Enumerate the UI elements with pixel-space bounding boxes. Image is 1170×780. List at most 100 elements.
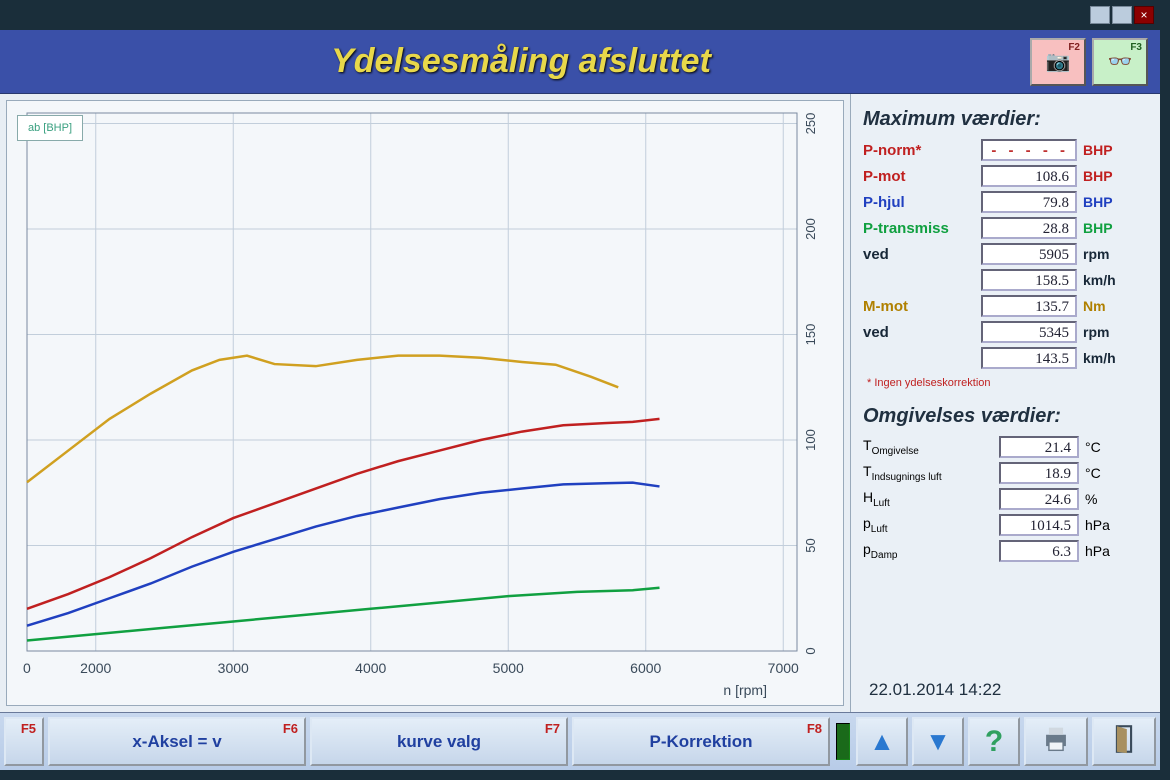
- value-readout: 79.8: [981, 191, 1077, 213]
- svg-text:100: 100: [803, 429, 818, 451]
- svg-text:150: 150: [803, 324, 818, 346]
- series-M-mot: [27, 356, 618, 483]
- status-indicator: [836, 723, 850, 760]
- max-values-block: P-norm* - - - - - BHP P-mot 108.6 BHP P-hjul 79…: [863, 139, 1150, 373]
- value-label: ved: [863, 324, 975, 341]
- value-readout: 5345: [981, 321, 1077, 343]
- window-maximize-button[interactable]: [1112, 6, 1132, 24]
- max-values-heading: Maximum værdier:: [863, 108, 1150, 131]
- f2-button[interactable]: F2 📷: [1030, 38, 1086, 86]
- env-label: TOmgivelse: [863, 437, 993, 457]
- value-readout: 5905: [981, 243, 1077, 265]
- top-buttons: F2 📷 F3 👓: [1030, 38, 1148, 86]
- value-unit: Nm: [1083, 298, 1127, 314]
- max-value-row: P-transmiss 28.8 BHP: [863, 217, 1150, 239]
- svg-text:200: 200: [803, 218, 818, 240]
- env-unit: °C: [1085, 439, 1129, 455]
- f7-curve-select-button[interactable]: F7 kurve valg: [310, 717, 568, 766]
- value-unit: km/h: [1083, 272, 1127, 288]
- max-value-row: ved 5905 rpm: [863, 243, 1150, 265]
- value-unit: BHP: [1083, 168, 1127, 184]
- value-unit: BHP: [1083, 220, 1127, 236]
- value-readout: - - - - -: [981, 139, 1077, 161]
- env-value-row: pLuft 1014.5 hPa: [863, 514, 1150, 536]
- app-window: × Ydelsesmåling afsluttet F2 📷 F3 👓 ab […: [0, 30, 1160, 770]
- camera-icon: 📷: [1046, 49, 1071, 74]
- env-readout: 6.3: [999, 540, 1079, 562]
- value-readout: 135.7: [981, 295, 1077, 317]
- svg-text:50: 50: [803, 538, 818, 552]
- env-value-row: pDamp6.3hPa: [863, 540, 1150, 562]
- value-unit: BHP: [1083, 142, 1127, 158]
- value-readout: 108.6: [981, 165, 1077, 187]
- value-unit: km/h: [1083, 350, 1127, 366]
- value-unit: BHP: [1083, 194, 1127, 210]
- svg-text:2000: 2000: [80, 660, 111, 676]
- series-P-mot: [27, 419, 660, 609]
- env-unit: °C: [1085, 465, 1129, 481]
- value-unit: rpm: [1083, 324, 1127, 340]
- max-value-row: P-hjul 79.8 BHP: [863, 191, 1150, 213]
- value-label: P-hjul: [863, 194, 975, 211]
- scroll-up-button[interactable]: [856, 717, 908, 766]
- window-close-button[interactable]: ×: [1134, 6, 1154, 24]
- max-value-row: P-norm* - - - - - BHP: [863, 139, 1150, 161]
- page-title: Ydelsesmåling afsluttet: [12, 42, 1030, 81]
- exit-button[interactable]: [1092, 717, 1156, 766]
- window-minimize-button[interactable]: [1090, 6, 1110, 24]
- env-readout: 1014.5: [999, 514, 1079, 536]
- titlebar: × Ydelsesmåling afsluttet F2 📷 F3 👓: [0, 30, 1160, 94]
- f8-p-correction-button[interactable]: F8 P-Korrektion: [572, 717, 830, 766]
- footer-toolbar: F5 F6 x-Aksel = v F7 kurve valg F8 P-Kor…: [0, 712, 1160, 770]
- value-unit: rpm: [1083, 246, 1127, 262]
- env-values-heading: Omgivelses værdier:: [863, 405, 1150, 428]
- series-P-transmiss: [27, 588, 660, 641]
- print-button[interactable]: [1024, 717, 1088, 766]
- f6-x-axis-button[interactable]: F6 x-Aksel = v: [48, 717, 306, 766]
- env-unit: hPa: [1085, 543, 1129, 559]
- chart-legend: ab [BHP]: [17, 115, 83, 141]
- value-label: P-mot: [863, 168, 975, 185]
- svg-text:n [rpm]: n [rpm]: [723, 682, 767, 698]
- f3-button[interactable]: F3 👓: [1092, 38, 1148, 86]
- value-readout: 158.5: [981, 269, 1077, 291]
- svg-text:7000: 7000: [768, 660, 799, 676]
- printer-icon: [1039, 722, 1073, 761]
- side-panel: Maximum værdier: P-norm*- - - - -BHPP-mo…: [850, 94, 1160, 712]
- value-label: ved: [863, 246, 975, 263]
- value-readout: 28.8: [981, 217, 1077, 239]
- timestamp: 22.01.2014 14:22: [863, 672, 1150, 704]
- env-label: HLuft: [863, 489, 993, 509]
- env-unit: %: [1085, 491, 1129, 507]
- value-readout: 143.5: [981, 347, 1077, 369]
- svg-text:0: 0: [23, 660, 31, 676]
- f5-button[interactable]: F5: [4, 717, 44, 766]
- env-readout: 24.6: [999, 488, 1079, 510]
- value-label: P-transmiss: [863, 220, 975, 237]
- svg-text:0: 0: [803, 647, 818, 654]
- svg-text:250: 250: [803, 113, 818, 135]
- env-value-row: TOmgivelse 21.4 °C: [863, 436, 1150, 458]
- main-content: ab [BHP] 2000 3000 4000 5000 6000 7000 0 0 50 100…: [0, 94, 1160, 712]
- env-readout: 21.4: [999, 436, 1079, 458]
- value-label: P-norm*: [863, 142, 975, 159]
- help-button[interactable]: [968, 717, 1020, 766]
- svg-text:3000: 3000: [218, 660, 249, 676]
- door-icon: [1107, 722, 1141, 761]
- value-label: M-mot: [863, 298, 975, 315]
- max-value-row: P-mot 108.6 BHP: [863, 165, 1150, 187]
- env-label: pLuft: [863, 515, 993, 535]
- env-values-block: TOmgivelse21.4°CTIndsugnings luft18.9°CH…: [863, 436, 1150, 566]
- env-unit: hPa: [1085, 517, 1129, 533]
- max-value-row: ved 5345 rpm: [863, 321, 1150, 343]
- svg-text:6000: 6000: [630, 660, 661, 676]
- svg-text:4000: 4000: [355, 660, 386, 676]
- env-value-row: TIndsugnings luft18.9°C: [863, 462, 1150, 484]
- glasses-icon: 👓: [1108, 49, 1133, 74]
- dyno-chart: ab [BHP] 2000 3000 4000 5000 6000 7000 0 0 50 100…: [6, 100, 844, 706]
- scroll-down-button[interactable]: [912, 717, 964, 766]
- max-value-row: 158.5 km/h: [863, 269, 1150, 291]
- svg-text:5000: 5000: [493, 660, 524, 676]
- chart-canvas: 2000 3000 4000 5000 6000 7000 0 0 50 100 150 200 250…: [7, 101, 843, 705]
- correction-note: * Ingen ydelseskorrektion: [867, 377, 1150, 389]
